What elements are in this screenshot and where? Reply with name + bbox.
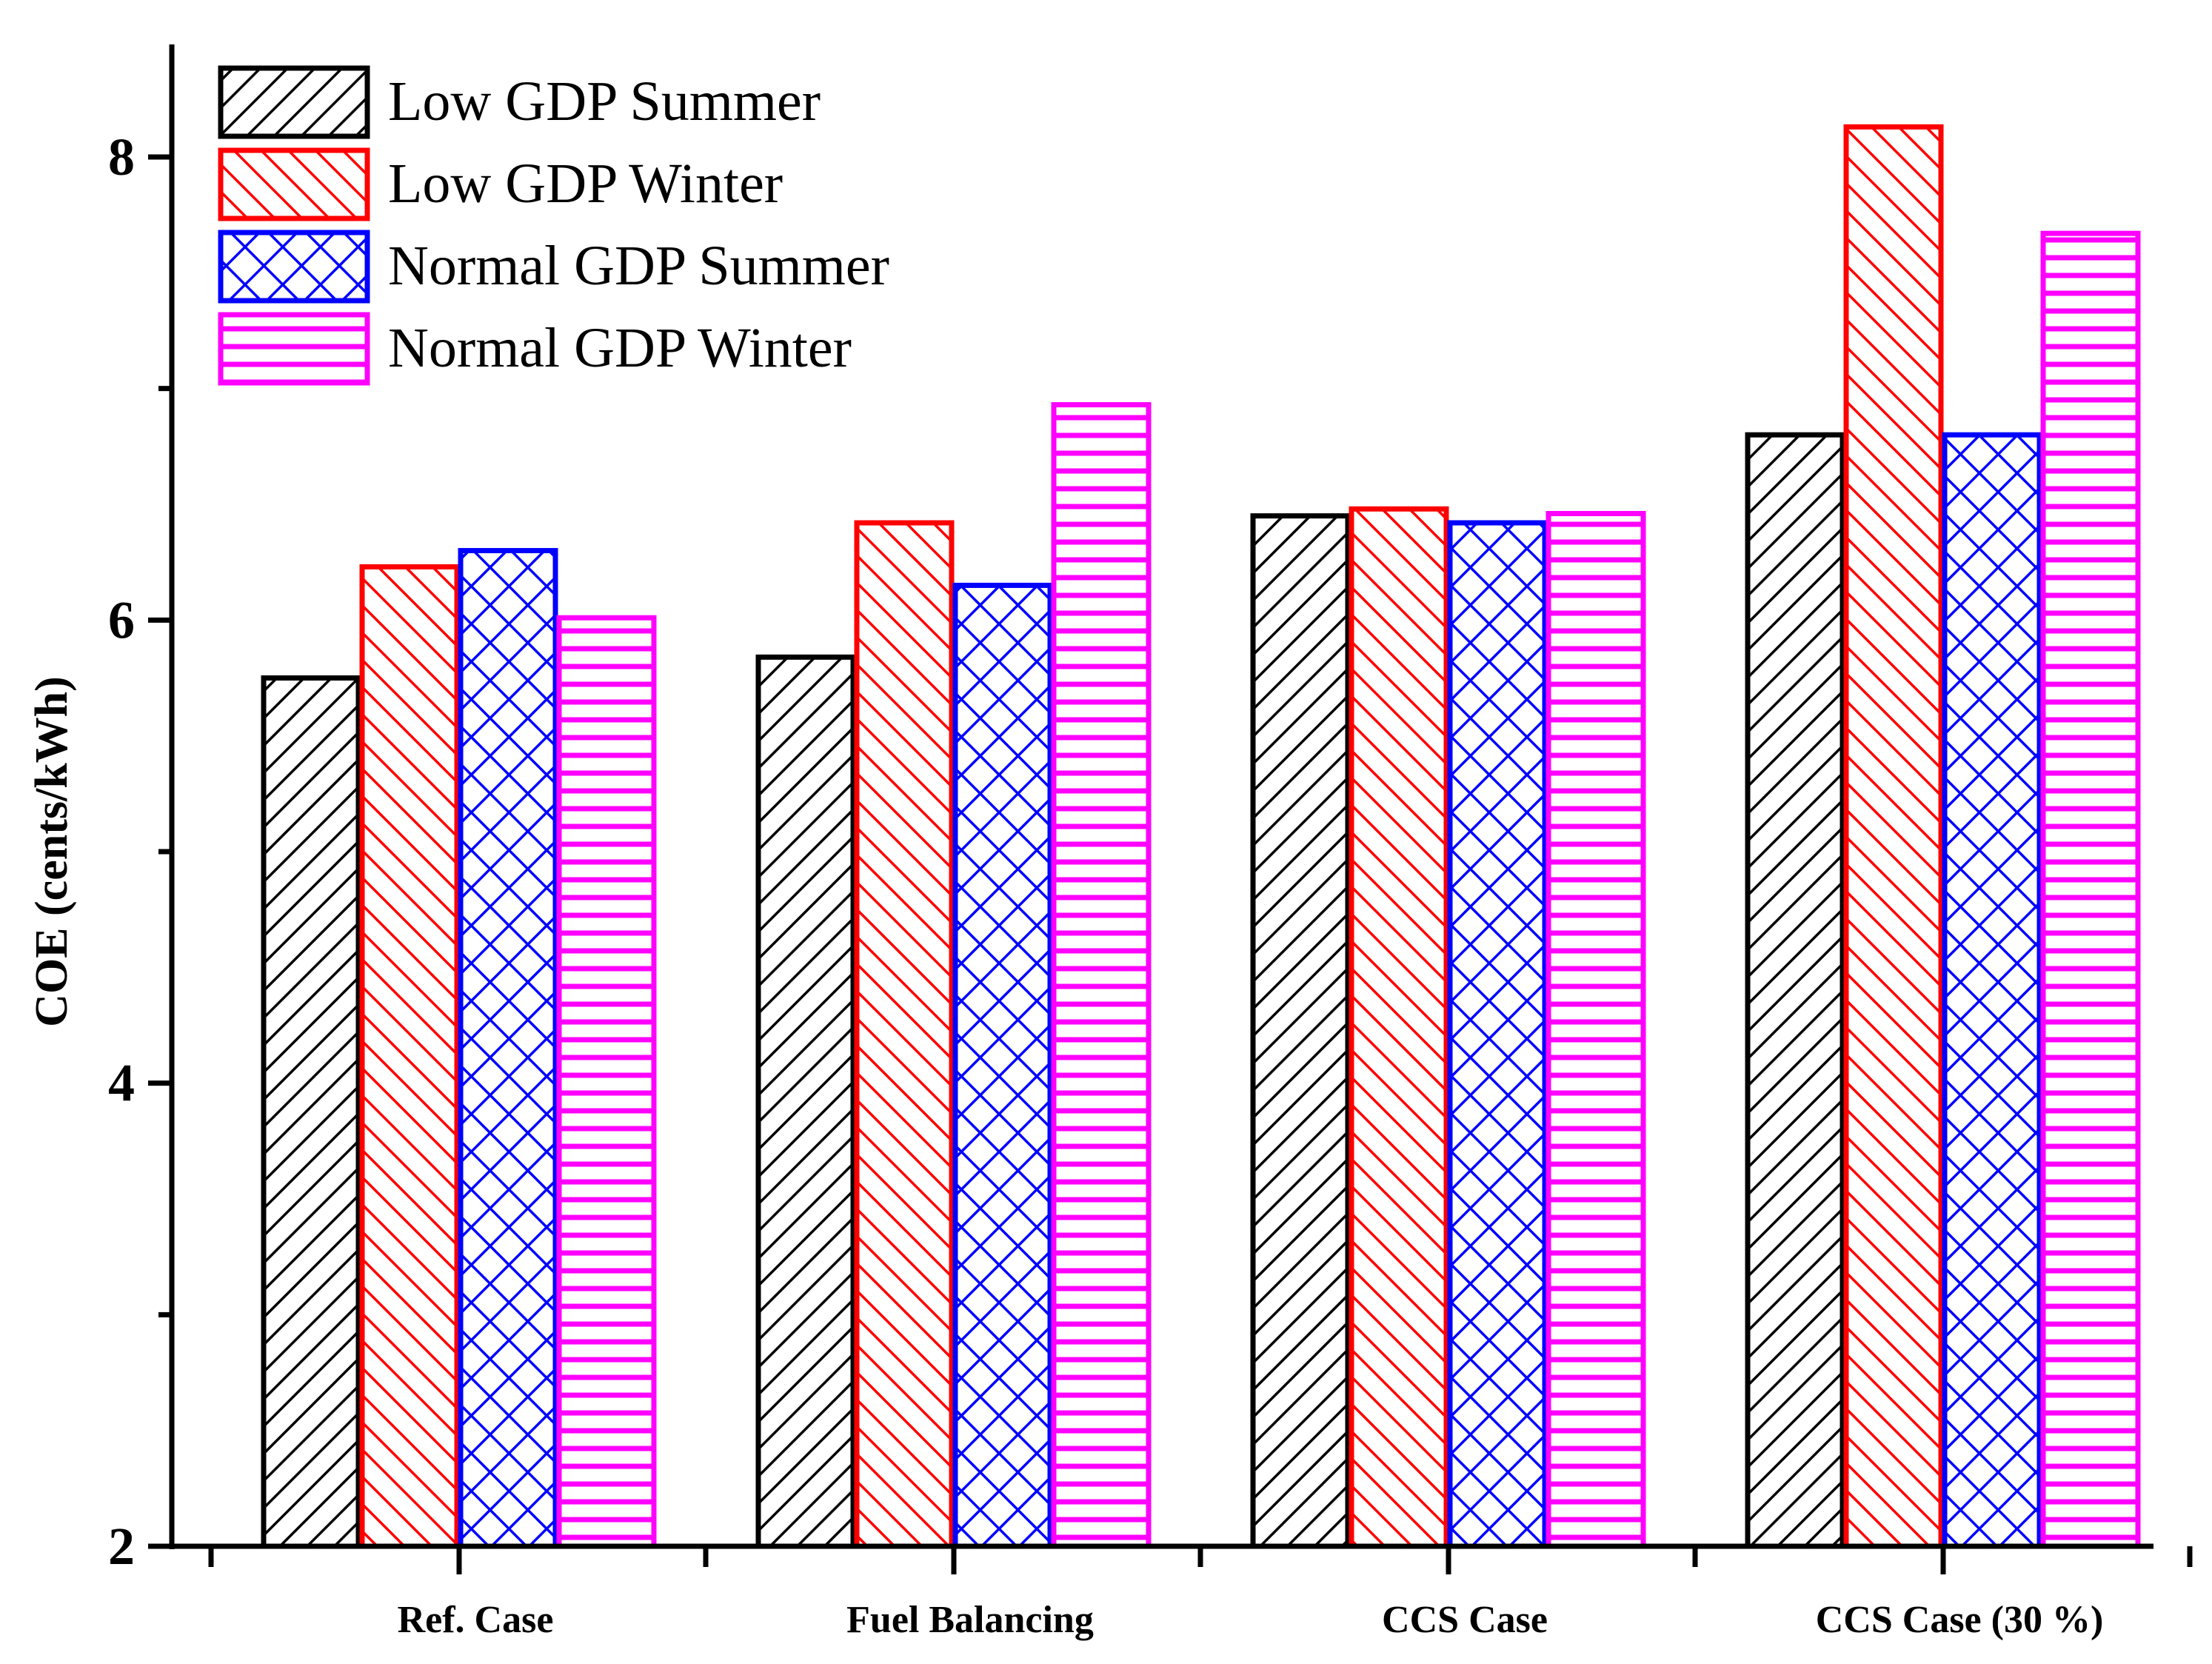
x-tick-label: Fuel Balancing xyxy=(846,1599,1094,1641)
bar: Low GDP Summer — Fuel Balancing: 5.84 xyxy=(755,654,856,1549)
bar: Normal GDP Summer — Ref. Case: 6.3 xyxy=(458,548,558,1549)
axes: 2 4 6 8 Ref. Case Fuel Balancing CCS Case CCS … xyxy=(108,44,2193,1641)
legend-swatch xyxy=(218,147,370,221)
legend-label: Normal GDP Summer xyxy=(388,235,889,297)
bar: Normal GDP Winter — Ref. Case: 6.01 xyxy=(556,615,657,1549)
bar: Low GDP Summer — CCS Case (30 %): 6.8 xyxy=(1745,432,1845,1549)
bar: Normal GDP Winter — Fuel Balancing: 6.93 xyxy=(1051,402,1152,1549)
bar: Low GDP Winter — CCS Case: 6.48 xyxy=(1349,506,1449,1549)
bar: Normal GDP Summer — CCS Case (30 %): 6.8 xyxy=(1942,432,2042,1549)
y-tick-label: 6 xyxy=(108,590,135,649)
legend-label: Normal GDP Winter xyxy=(388,317,852,379)
bar: Low GDP Winter — Ref. Case: 6.23 xyxy=(359,564,460,1549)
legend-label: Low GDP Winter xyxy=(388,153,783,215)
bar: Low GDP Summer — CCS Case: 6.45 xyxy=(1250,513,1351,1549)
y-tick-label: 8 xyxy=(108,127,135,187)
y-axis-ticks: 2 4 6 8 xyxy=(108,127,172,1576)
bar: Normal GDP Summer — CCS Case: 6.42 xyxy=(1447,520,1548,1549)
x-axis-ticks: Ref. Case Fuel Balancing CCS Case CCS Case … xyxy=(208,1546,2193,1641)
legend-swatch xyxy=(218,312,370,386)
bar: Normal GDP Summer — Fuel Balancing: 6.15 xyxy=(952,582,1053,1549)
x-tick-label: Ref. Case xyxy=(398,1599,554,1641)
bar: Normal GDP Winter — CCS Case (30 %): 7.6… xyxy=(2040,230,2141,1549)
y-tick-label: 4 xyxy=(108,1054,135,1113)
bar: Low GDP Summer — Ref. Case: 5.75 xyxy=(261,675,361,1549)
bar: Low GDP Winter — CCS Case (30 %): 8.13 xyxy=(1843,124,1944,1549)
legend-label: Low GDP Summer xyxy=(388,70,821,133)
legend: Low GDP Summer Low GDP Winter Normal GDP S… xyxy=(218,65,889,386)
legend-swatch xyxy=(218,230,370,304)
legend-swatch xyxy=(218,65,370,139)
bar: Low GDP Winter — Fuel Balancing: 6.42 xyxy=(854,520,955,1549)
bars-group: Low GDP Summer — Ref. Case: 5.75Low GDP … xyxy=(261,124,2141,1549)
bar: Normal GDP Winter — CCS Case: 6.46 xyxy=(1546,511,1646,1549)
x-tick-label: CCS Case (30 %) xyxy=(1816,1599,2104,1641)
x-tick-label: CCS Case xyxy=(1382,1599,1548,1641)
y-tick-label: 2 xyxy=(108,1517,135,1576)
y-axis-title: COE (cents/kWh) xyxy=(27,676,77,1027)
